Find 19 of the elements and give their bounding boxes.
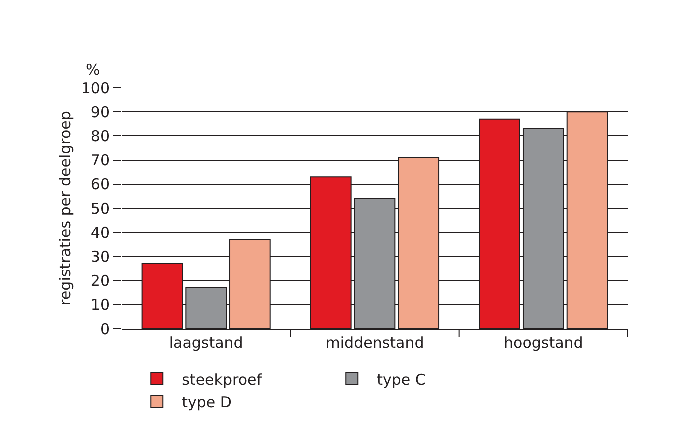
- y-tick-label: 80: [90, 127, 110, 146]
- y-tick-label: 100: [81, 79, 110, 98]
- x-tick-label: middenstand: [326, 334, 424, 352]
- legend-label: steekproef: [182, 370, 263, 389]
- y-tick-label: 0: [100, 320, 110, 338]
- y-tick-label: 50: [90, 200, 110, 218]
- x-tick-label: laagstand: [169, 334, 244, 352]
- y-axis-title: registraties per deelgroep: [56, 111, 75, 306]
- text: %: [86, 61, 100, 79]
- y-tick-label: 70: [90, 152, 110, 170]
- legend-label: type C: [377, 370, 426, 389]
- x-tick-label: hoogstand: [504, 334, 584, 352]
- y-tick-label: 20: [90, 272, 110, 290]
- y-tick-label: 40: [90, 224, 110, 242]
- legend-label: type D: [182, 393, 232, 412]
- y-tick-label: 30: [90, 248, 110, 266]
- y-tick-label: 10: [90, 296, 110, 314]
- y-tick-label: 60: [90, 176, 110, 194]
- y-tick-label: 90: [90, 103, 110, 122]
